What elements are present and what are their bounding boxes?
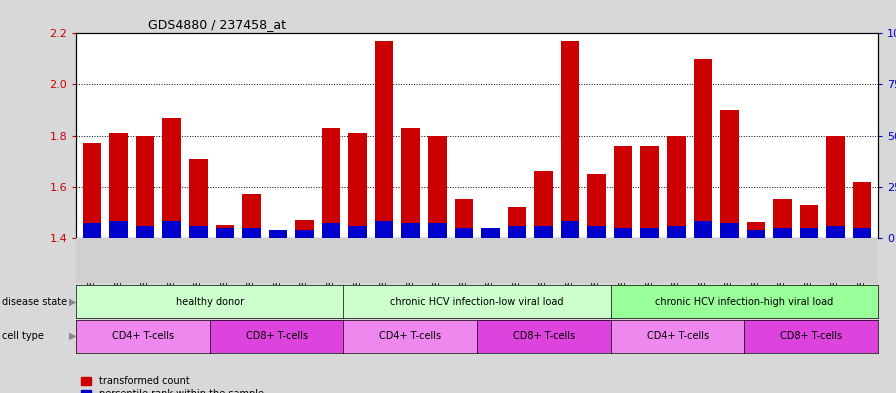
Bar	[826, 136, 845, 238]
Text: chronic HCV infection-low viral load: chronic HCV infection-low viral load	[391, 297, 564, 307]
Bar	[401, 128, 420, 238]
Bar	[773, 228, 792, 238]
Text: CD4+ T-cells: CD4+ T-cells	[647, 331, 709, 341]
Bar	[667, 226, 685, 238]
Bar	[401, 224, 420, 238]
Bar	[189, 226, 208, 238]
Bar	[481, 228, 500, 238]
Bar	[136, 226, 154, 238]
Text: CD8+ T-cells: CD8+ T-cells	[780, 331, 842, 341]
Bar	[189, 158, 208, 238]
Bar	[428, 224, 446, 238]
Bar	[587, 226, 606, 238]
Bar	[614, 228, 633, 238]
Bar	[242, 194, 261, 238]
Bar	[853, 228, 872, 238]
Bar	[826, 226, 845, 238]
Text: CD8+ T-cells: CD8+ T-cells	[246, 331, 307, 341]
Bar	[746, 230, 765, 238]
Bar	[534, 226, 553, 238]
Bar	[800, 228, 818, 238]
Bar	[162, 118, 181, 238]
Bar	[82, 143, 101, 238]
Bar	[454, 199, 473, 238]
Bar	[534, 171, 553, 238]
Bar	[295, 230, 314, 238]
Bar	[82, 224, 101, 238]
Bar	[508, 207, 526, 238]
Bar	[242, 228, 261, 238]
Bar	[614, 146, 633, 238]
Bar	[561, 221, 580, 238]
Bar	[694, 221, 712, 238]
Bar	[216, 225, 234, 238]
Bar	[720, 224, 738, 238]
Legend: transformed count, percentile rank within the sample: transformed count, percentile rank withi…	[81, 376, 263, 393]
Bar	[349, 226, 367, 238]
Text: ▶: ▶	[69, 331, 76, 341]
Text: ▶: ▶	[69, 297, 76, 307]
Bar	[109, 221, 128, 238]
Text: chronic HCV infection-high viral load: chronic HCV infection-high viral load	[655, 297, 833, 307]
Bar	[773, 199, 792, 238]
Bar	[641, 146, 659, 238]
Bar	[295, 220, 314, 238]
Bar	[216, 228, 234, 238]
Bar	[269, 230, 288, 238]
Bar	[269, 235, 288, 238]
Bar	[641, 228, 659, 238]
Bar	[508, 226, 526, 238]
Bar	[375, 221, 393, 238]
Bar	[853, 182, 872, 238]
Bar	[136, 136, 154, 238]
Bar	[428, 136, 446, 238]
Bar	[109, 133, 128, 238]
Bar	[454, 228, 473, 238]
Bar	[322, 128, 340, 238]
Bar	[481, 228, 500, 238]
Bar	[322, 224, 340, 238]
Bar	[667, 136, 685, 238]
Bar	[561, 41, 580, 238]
Text: GDS4880 / 237458_at: GDS4880 / 237458_at	[148, 18, 286, 31]
Text: healthy donor: healthy donor	[176, 297, 244, 307]
Text: CD4+ T-cells: CD4+ T-cells	[379, 331, 442, 341]
Bar	[694, 59, 712, 238]
Bar	[162, 221, 181, 238]
Text: disease state: disease state	[2, 297, 67, 307]
Text: cell type: cell type	[2, 331, 44, 341]
Bar	[800, 204, 818, 238]
Bar	[587, 174, 606, 238]
Bar	[746, 222, 765, 238]
Bar	[720, 110, 738, 238]
Text: CD4+ T-cells: CD4+ T-cells	[112, 331, 174, 341]
Bar	[349, 133, 367, 238]
Text: CD8+ T-cells: CD8+ T-cells	[513, 331, 575, 341]
Bar	[375, 41, 393, 238]
